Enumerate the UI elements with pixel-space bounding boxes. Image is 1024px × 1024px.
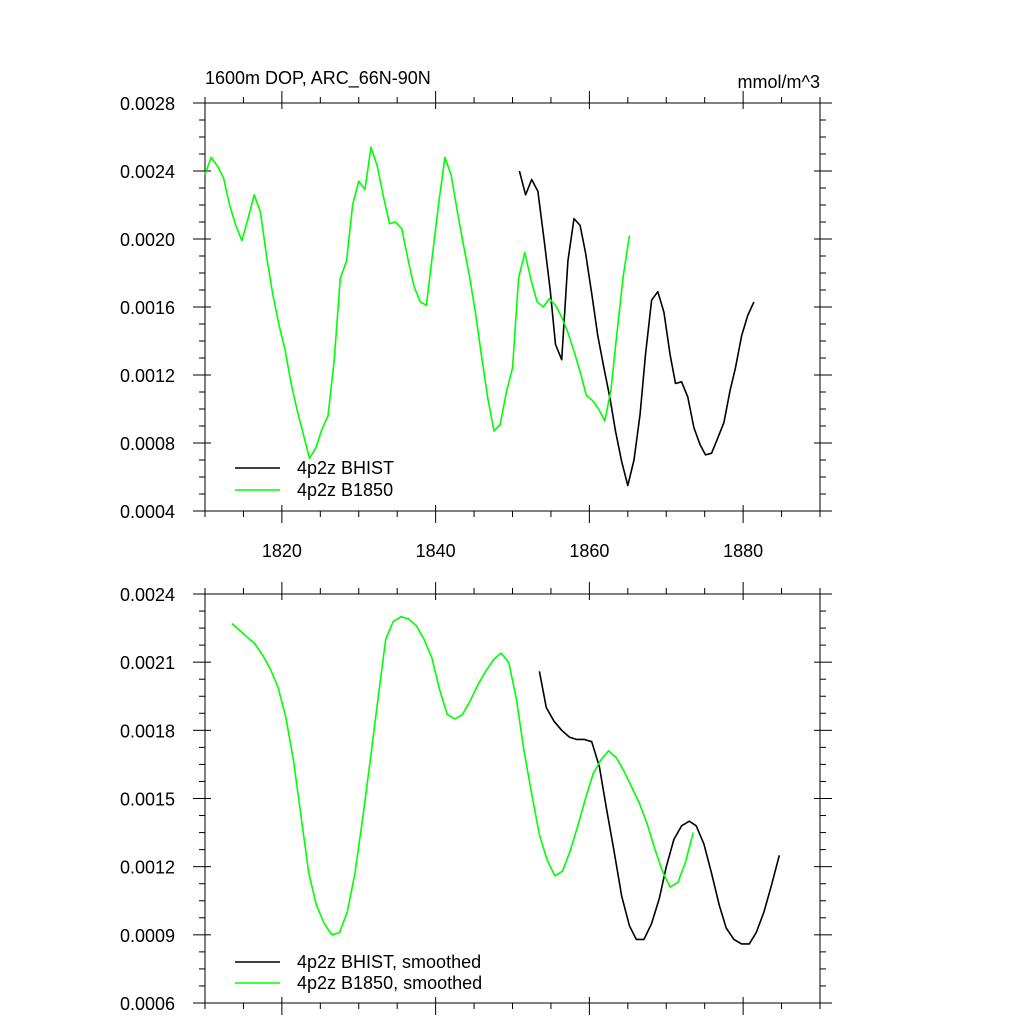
y-tick-label: 0.0009 [120, 926, 175, 946]
y-tick-label: 0.0012 [120, 366, 175, 386]
chart-title: 1600m DOP, ARC_66N-90N [205, 68, 431, 89]
plot-frame [204, 593, 821, 1004]
y-tick-label: 0.0018 [120, 721, 175, 741]
series-line-1 [518, 170, 755, 487]
x-tick-label: 1880 [723, 541, 763, 561]
legend-label: 4p2z B1850 [297, 480, 393, 500]
y-tick-label: 0.0028 [120, 94, 175, 114]
y-tick-label: 0.0012 [120, 858, 175, 878]
x-tick-label: 1860 [569, 541, 609, 561]
y-tick-label: 0.0020 [120, 230, 175, 250]
y-tick-label: 0.0015 [120, 790, 175, 810]
series-line-2 [204, 146, 631, 460]
series-line-1 [538, 671, 781, 945]
y-tick-label: 0.0016 [120, 298, 175, 318]
y-tick-label: 0.0006 [120, 994, 175, 1014]
y-tick-label: 0.0024 [120, 585, 175, 605]
chart-panel-1: 1600m DOP, ARC_66N-90N mmol/m^3 0.0004 0.00… [120, 68, 832, 561]
series-line-2 [231, 615, 694, 936]
x-tick-label: 1840 [416, 541, 456, 561]
legend-label: 4p2z B1850, smoothed [297, 973, 482, 993]
x-tick-label: 1820 [262, 541, 302, 561]
legend-label: 4p2z BHIST [297, 458, 394, 478]
y-tick-label: 0.0008 [120, 434, 175, 454]
chart-panel-2: 0.0006 0.0009 0.0012 0.0015 0.0018 0.0021 0.00… [120, 582, 832, 1015]
units-label: mmol/m^3 [738, 72, 820, 92]
y-tick-label: 0.0021 [120, 653, 175, 673]
y-tick-label: 0.0004 [120, 502, 175, 522]
y-tick-label: 0.0024 [120, 162, 175, 182]
legend-label: 4p2z BHIST, smoothed [297, 952, 481, 972]
plot-frame [204, 102, 821, 512]
